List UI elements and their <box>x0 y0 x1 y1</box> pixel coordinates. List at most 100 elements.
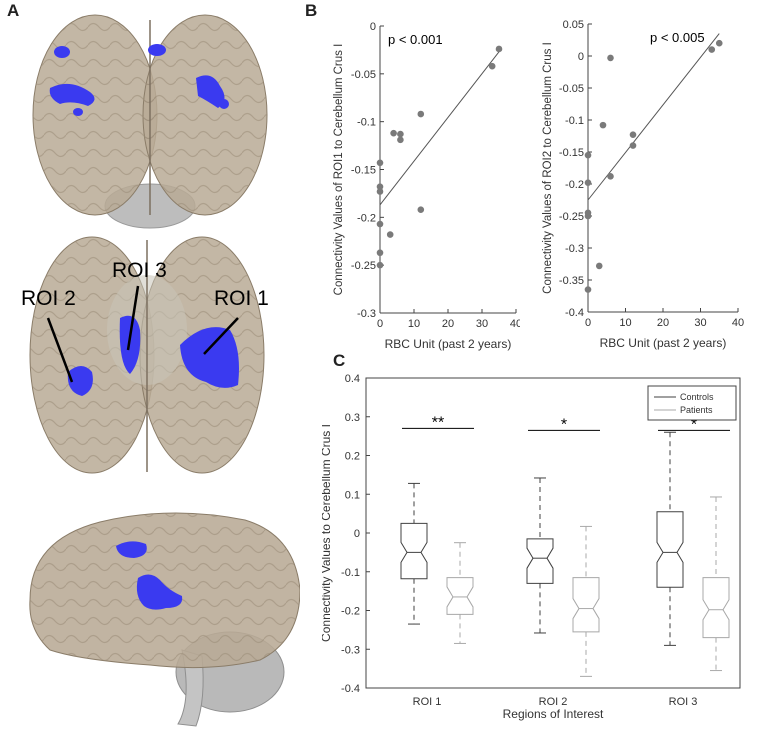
data-point <box>376 220 384 228</box>
data-point <box>584 286 592 293</box>
y-tick-label: -0.2 <box>565 179 584 191</box>
x-tick-label: 0 <box>377 318 383 330</box>
x-tick-label: 30 <box>694 317 706 329</box>
regression-line <box>587 33 720 201</box>
data-point <box>376 159 384 167</box>
y-tick-label: 0 <box>578 51 584 63</box>
y-tick-label: -0.4 <box>565 307 584 319</box>
panel-label-c: C <box>333 351 346 370</box>
x-tick-label: 20 <box>657 317 669 329</box>
y-tick-label: -0.4 <box>341 683 360 695</box>
y-tick-label: -0.05 <box>559 83 584 95</box>
box-body <box>572 577 600 633</box>
brain-renderings: ROI 2 ROI 3 ROI 1 <box>21 14 300 727</box>
y-tick-label: -0.2 <box>341 606 360 618</box>
box-body <box>526 538 554 584</box>
data-point <box>397 136 404 144</box>
x-tick-label: 20 <box>442 318 454 330</box>
y-tick-label: 0.05 <box>563 19 584 31</box>
x-tick-label: 10 <box>619 317 631 329</box>
roi-1-label: ROI 1 <box>214 287 269 310</box>
data-point <box>599 121 607 129</box>
y-tick-label: 0 <box>354 528 360 540</box>
data-point <box>390 129 397 137</box>
data-point <box>607 54 614 62</box>
plot-area <box>365 377 741 689</box>
data-point <box>376 261 384 269</box>
data-point <box>376 183 384 191</box>
x-tick-label: 0 <box>585 317 591 329</box>
data-point <box>376 188 384 195</box>
data-point <box>397 130 404 138</box>
panel-label-b: B <box>305 1 318 20</box>
data-point <box>417 206 425 213</box>
x-category-label: ROI 2 <box>539 696 568 708</box>
significance-marker: ** <box>432 414 444 431</box>
x-axis-label: RBC Unit (past 2 years) <box>385 337 512 351</box>
x-category-label: ROI 1 <box>413 696 442 708</box>
data-point <box>629 142 637 149</box>
p-value-annotation: p < 0.005 <box>650 30 705 45</box>
y-tick-label: -0.1 <box>565 115 584 127</box>
roi-3-label: ROI 3 <box>112 259 167 282</box>
y-axis-label: Connectivity Values of ROI1 to Cerebellu… <box>333 44 345 296</box>
legend-entry: Controls <box>680 392 714 402</box>
box-body <box>446 577 474 615</box>
y-tick-label: -0.3 <box>341 644 360 656</box>
roi-blobs-lateral <box>116 541 183 610</box>
y-tick-label: -0.25 <box>351 260 376 272</box>
y-tick-label: -0.3 <box>565 243 584 255</box>
data-point <box>708 46 716 53</box>
data-point <box>595 262 603 270</box>
x-tick-label: 10 <box>408 318 420 330</box>
y-tick-label: -0.2 <box>357 212 376 224</box>
roi-blobs-posterior <box>49 44 229 116</box>
data-point <box>584 179 592 187</box>
x-tick-label: 30 <box>476 318 488 330</box>
regression-line <box>379 51 500 206</box>
y-tick-label: -0.1 <box>357 117 376 129</box>
data-point <box>386 231 394 238</box>
y-tick-label: -0.1 <box>341 567 360 579</box>
roi-2-label: ROI 2 <box>21 287 76 310</box>
x-category-label: ROI 3 <box>669 696 698 708</box>
p-value-annotation: p < 0.001 <box>388 32 443 47</box>
data-point <box>629 131 637 139</box>
significance-marker: * <box>691 416 697 433</box>
significance-marker: * <box>561 416 567 433</box>
y-tick-label: -0.15 <box>351 165 376 177</box>
x-tick-label: 40 <box>732 317 744 329</box>
legend-entry: Patients <box>680 405 713 415</box>
legend-box <box>647 385 737 421</box>
y-tick-label: 0.4 <box>345 373 360 385</box>
brain-posterior-view <box>32 14 268 229</box>
box-body <box>656 511 684 588</box>
y-axis-label: Connectivity Values to Cerebellum Crus I <box>322 424 333 642</box>
data-point <box>715 39 723 47</box>
data-point <box>376 249 384 257</box>
y-tick-label: -0.25 <box>559 211 584 223</box>
brain-lateral-view <box>29 512 300 727</box>
brain-inferior-view: ROI 2 ROI 3 ROI 1 <box>21 236 269 474</box>
y-tick-label: 0.1 <box>345 489 360 501</box>
scatter-roi1-chart: 0 10 20 30 40 0 -0.05 -0.1 -0.15 -0.2 -0.25 -0.3 p <… <box>333 21 520 351</box>
x-axis-label: Regions of Interest <box>503 707 604 721</box>
y-tick-label: 0.2 <box>345 451 360 463</box>
data-point <box>417 110 425 118</box>
box-body <box>702 577 730 639</box>
data-point <box>488 62 496 70</box>
y-tick-label: 0.3 <box>345 412 360 424</box>
data-point <box>584 151 592 159</box>
scatter-roi2-chart: 0 10 20 30 40 0.05 0 -0.05 -0.1 -0.15 -0.2 -0.25 -0.… <box>542 19 744 350</box>
y-tick-label: 0 <box>370 21 376 33</box>
data-point <box>495 45 503 53</box>
data-point <box>584 212 592 220</box>
y-tick-label: -0.3 <box>357 308 376 320</box>
x-axis-label: RBC Unit (past 2 years) <box>600 336 727 350</box>
y-tick-label: -0.05 <box>351 69 376 81</box>
y-axis-label: Connectivity Values of ROI2 to Cerebellu… <box>542 42 554 294</box>
x-tick-label: 40 <box>510 318 520 330</box>
box-body <box>400 522 428 580</box>
panel-label-a: A <box>7 1 20 20</box>
